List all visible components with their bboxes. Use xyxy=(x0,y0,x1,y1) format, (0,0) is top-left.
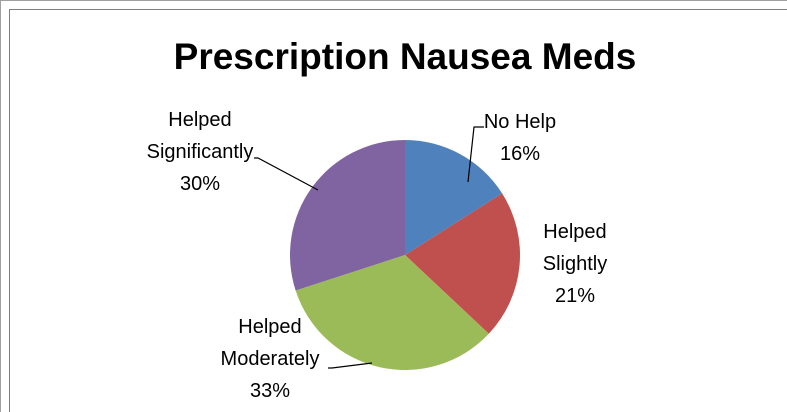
leader-line xyxy=(467,126,484,183)
value-label: 33% xyxy=(249,380,291,402)
value-label: 21% xyxy=(554,285,596,307)
leader-line xyxy=(328,362,373,369)
data-label: No Help 16% xyxy=(475,106,565,170)
category-label: No Help xyxy=(483,111,557,133)
category-label: Helped Slightly xyxy=(542,221,608,275)
category-label: Helped Significantly xyxy=(146,109,254,163)
pie-slice xyxy=(290,140,405,291)
data-label: Helped Significantly 30% xyxy=(135,104,265,200)
pie xyxy=(290,140,520,370)
value-label: 30% xyxy=(179,173,221,195)
data-label: Helped Slightly 21% xyxy=(525,216,625,312)
pie-slice xyxy=(295,255,489,370)
chart-title: Prescription Nausea Meds xyxy=(173,36,637,77)
category-label: Helped Moderately xyxy=(220,316,320,370)
value-label: 16% xyxy=(499,143,541,165)
pie-slice xyxy=(405,140,503,255)
leader-line xyxy=(254,157,319,191)
pie-slice xyxy=(405,193,520,334)
data-label: Helped Moderately 33% xyxy=(210,311,330,407)
